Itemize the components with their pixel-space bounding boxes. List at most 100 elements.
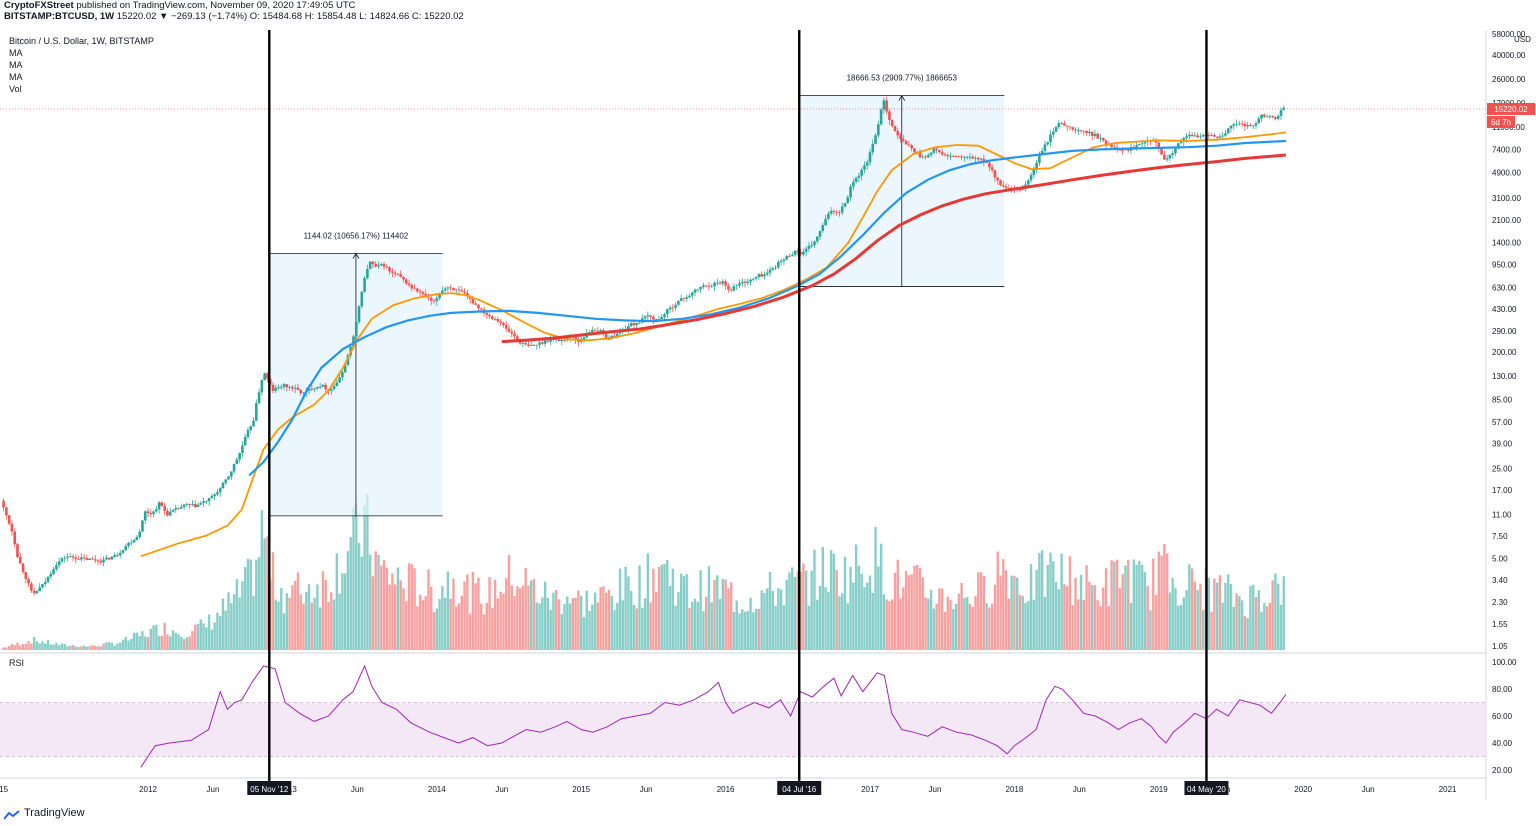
candle-body (49, 573, 53, 577)
candle-body (1093, 133, 1097, 136)
candle-body (1246, 125, 1249, 127)
volume-bar (818, 585, 822, 650)
candle-body (82, 557, 86, 559)
range-label: 18666.53 (2909.77%) 1866653 (847, 74, 958, 83)
candle-body (124, 546, 128, 551)
volume-bar (324, 579, 327, 650)
volume-bar (413, 568, 416, 650)
legend-vol[interactable]: Vol (9, 84, 22, 94)
candle-body (952, 156, 955, 157)
volume-bar (527, 585, 530, 650)
candle-body (1082, 130, 1086, 132)
volume-bar (799, 571, 802, 650)
legend-ma-1[interactable]: MA (9, 48, 23, 58)
candle-body (80, 557, 83, 560)
rsi-axis-label: 40.00 (1492, 739, 1513, 748)
candle-body (596, 330, 600, 332)
volume-bar (924, 597, 927, 650)
volume-bar (505, 578, 508, 650)
candle-body (557, 339, 561, 342)
candle-body (1176, 143, 1180, 149)
volume-bar (918, 567, 922, 650)
candle-body (454, 289, 458, 291)
candle-body (1268, 116, 1272, 118)
candle-body (52, 569, 55, 574)
volume-bar (868, 575, 872, 650)
volume-bar (138, 635, 141, 650)
candle-body (538, 342, 541, 345)
candle-body (591, 330, 594, 333)
volume-bar (343, 573, 347, 650)
candle-body (796, 250, 800, 253)
legend-ma-2[interactable]: MA (9, 60, 23, 70)
volume-bar (827, 591, 830, 650)
volume-bar (282, 613, 286, 650)
volume-bar (1260, 611, 1263, 650)
volume-bar (291, 585, 294, 650)
publisher-name[interactable]: CryptoFXStreet (4, 0, 74, 11)
volume-bar (1018, 594, 1022, 650)
candle-body (299, 389, 303, 393)
volume-bar (21, 644, 25, 650)
price-axis-label: 3.40 (1492, 576, 1508, 585)
volume-bar (410, 564, 414, 650)
volume-bar (16, 642, 19, 650)
candle-body (943, 154, 947, 156)
candle-body (835, 211, 838, 213)
candle-body (957, 156, 961, 158)
candle-body (121, 550, 125, 553)
volume-bar (113, 645, 116, 650)
volume-bar (485, 602, 488, 650)
volume-bar (457, 603, 461, 650)
volume-bar (621, 600, 625, 650)
ohlc-readout: 15220.02 ▼ −269.13 (−1.74%) O: 15484.68 … (114, 11, 464, 22)
candle-body (946, 154, 950, 157)
volume-bar (157, 636, 161, 650)
candle-body (510, 331, 514, 334)
volume-bar (32, 636, 36, 650)
candle-body (224, 479, 228, 483)
volume-bar (713, 579, 716, 650)
candle-body (521, 343, 525, 344)
candle-body (132, 539, 136, 543)
rsi-axis-label: 80.00 (1492, 685, 1513, 694)
candle-body (1182, 138, 1186, 142)
rsi-band (0, 702, 1486, 757)
candle-body (749, 279, 752, 282)
candle-body (343, 365, 347, 373)
candle-body (243, 437, 247, 446)
volume-bar (418, 594, 422, 650)
volume-bar (1043, 596, 1047, 650)
candle-body (690, 292, 694, 296)
series-title[interactable]: Bitcoin / U.S. Dollar, 1W, BITSTAMP (9, 36, 154, 46)
volume-bar (1071, 605, 1074, 650)
candle-body (793, 250, 797, 255)
legend-ma-3[interactable]: MA (9, 72, 23, 82)
volume-bar (71, 645, 75, 650)
candle-body (10, 523, 14, 532)
volume-bar (155, 624, 158, 650)
volume-bar (468, 613, 472, 650)
candle-body (807, 245, 811, 249)
volume-bar (382, 560, 386, 650)
volume-bar (932, 608, 936, 650)
volume-bar (946, 596, 949, 650)
volume-bar (1107, 606, 1111, 650)
candle-body (507, 328, 511, 332)
candle-body (255, 403, 258, 421)
candle-body (1057, 123, 1061, 128)
volume-bar (1029, 564, 1033, 650)
candle-body (1218, 136, 1222, 138)
volume-bar (921, 577, 924, 650)
candle-body (1229, 125, 1233, 129)
volume-bar (691, 601, 694, 650)
price-axis-label: 85.00 (1492, 396, 1513, 405)
candle-body (1215, 136, 1219, 138)
volume-bar (888, 601, 891, 650)
volume-bar (588, 610, 591, 650)
volume-bar (668, 585, 672, 650)
tradingview-brand[interactable]: TradingView (3, 805, 85, 821)
candle-body (1140, 143, 1144, 145)
candle-body (466, 292, 469, 297)
